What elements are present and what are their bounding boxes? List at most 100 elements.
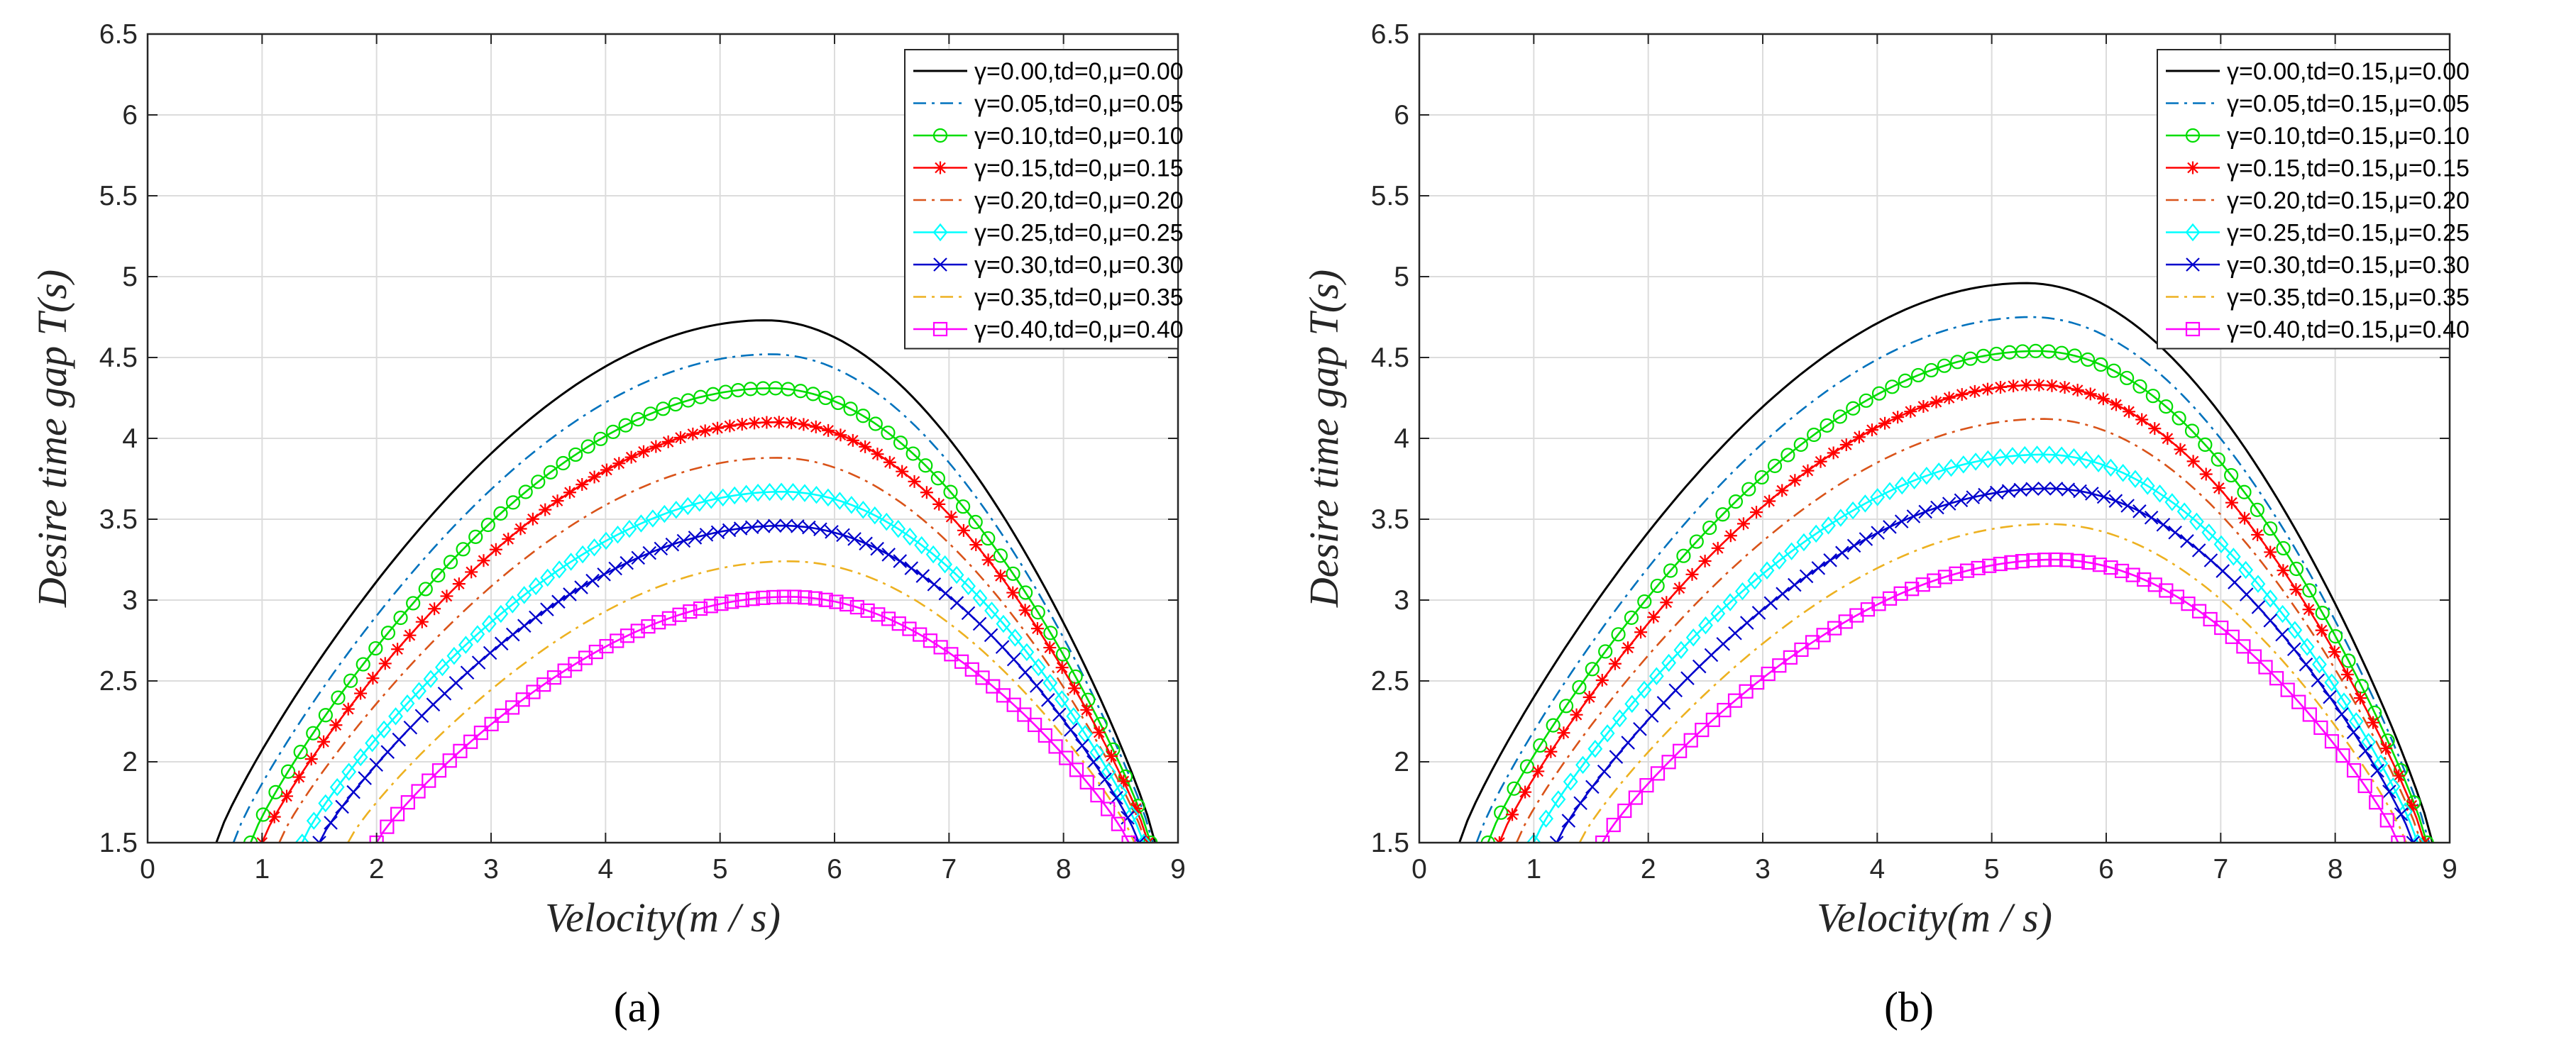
series-marker	[1865, 423, 1878, 437]
series-marker	[1098, 772, 1112, 787]
series-marker	[969, 538, 983, 552]
series-marker	[1006, 652, 1021, 667]
series-marker	[2026, 553, 2041, 568]
series-marker	[514, 522, 527, 536]
series-marker	[477, 554, 490, 567]
series-marker	[1727, 693, 1743, 708]
series-marker	[1821, 516, 1836, 535]
legend-entry: γ=0.00,td=0.15,μ=0.00	[2166, 58, 2470, 85]
series-marker	[1546, 718, 1561, 733]
series-marker	[893, 554, 908, 568]
series-marker	[1927, 573, 1942, 588]
series-marker	[612, 457, 626, 470]
series-marker	[867, 506, 883, 525]
series-marker	[680, 497, 695, 516]
series-marker	[295, 833, 310, 843]
series-group	[215, 319, 1158, 843]
series-marker	[458, 636, 473, 654]
series-path	[375, 596, 1130, 843]
series-line	[1515, 418, 2422, 843]
series-marker	[1030, 605, 1045, 620]
series-marker	[540, 602, 554, 616]
series-marker	[1092, 726, 1106, 739]
legend-entry: γ=0.40,td=0,μ=0.40	[913, 316, 1184, 343]
series-marker	[2132, 379, 2147, 394]
series-marker	[2392, 769, 2406, 782]
legend-entry: γ=0.35,td=0.15,μ=0.35	[2166, 284, 2470, 311]
series-marker	[418, 582, 433, 597]
series-marker	[605, 424, 621, 439]
series-marker	[631, 550, 646, 565]
legend-label: γ=0.35,td=0.15,μ=0.35	[2227, 284, 2470, 311]
y-tick-label: 5.5	[1371, 181, 1409, 211]
series-marker	[825, 525, 839, 539]
series-marker	[1724, 529, 1737, 543]
series-marker	[1549, 836, 1564, 843]
series-marker	[693, 601, 708, 616]
series-marker	[829, 594, 844, 609]
series-marker	[1942, 391, 1956, 404]
series-marker	[1606, 817, 1621, 833]
series-marker	[2225, 629, 2240, 644]
series-marker	[1968, 453, 1983, 471]
series-marker	[2017, 445, 2032, 465]
series-marker	[1043, 641, 1057, 655]
x-tick-label: 5	[712, 854, 728, 885]
series-marker	[703, 491, 719, 509]
series-marker	[1846, 401, 1861, 416]
series-marker	[1019, 643, 1035, 662]
series-marker	[543, 465, 558, 479]
legend-entry: γ=0.25,td=0.15,μ=0.25	[2166, 220, 2470, 247]
series-path	[1515, 418, 2422, 843]
series-marker	[996, 688, 1011, 703]
series-marker	[2286, 642, 2301, 657]
series-line	[1526, 445, 2426, 843]
series-marker	[836, 528, 850, 543]
series-marker	[2137, 572, 2152, 587]
series-marker	[785, 416, 798, 430]
series-marker	[1780, 448, 1795, 462]
series-marker	[1771, 551, 1787, 570]
series-marker	[1069, 763, 1084, 777]
series-marker	[1907, 471, 1922, 490]
series-marker	[2007, 379, 2020, 393]
series-marker	[665, 537, 680, 552]
series-marker	[2237, 484, 2252, 499]
series-marker	[840, 597, 854, 612]
series-marker	[2214, 620, 2229, 636]
series-marker	[526, 684, 541, 699]
series-marker	[756, 590, 771, 605]
series-marker	[756, 519, 771, 533]
series-marker	[515, 692, 530, 707]
series-marker	[686, 427, 700, 440]
series-marker	[1663, 563, 1678, 578]
series-marker	[849, 599, 864, 615]
series-marker	[818, 390, 833, 406]
series-marker	[1059, 750, 1074, 765]
series-marker	[843, 401, 858, 416]
series-marker	[2066, 448, 2081, 467]
panel-caption: (b)	[1884, 984, 1934, 1031]
series-marker	[896, 465, 909, 478]
series-marker	[1117, 775, 1130, 788]
series-marker	[809, 485, 824, 504]
series-marker	[2277, 564, 2290, 577]
legend-marker	[2185, 223, 2201, 242]
series-marker	[798, 590, 813, 605]
series-marker	[2280, 682, 2295, 697]
series-marker	[797, 484, 813, 502]
series-marker	[369, 758, 383, 772]
x-tick-label: 9	[1170, 854, 1186, 885]
series-marker	[820, 488, 836, 507]
series-marker	[643, 406, 658, 421]
series-marker	[1993, 556, 2008, 572]
series-marker	[949, 565, 964, 584]
series-marker	[1121, 835, 1136, 843]
legend-label: γ=0.05,td=0,μ=0.05	[974, 91, 1184, 118]
series-marker	[2109, 398, 2123, 411]
series-marker	[1918, 504, 1932, 519]
series-marker	[776, 589, 791, 604]
series-marker	[954, 654, 969, 669]
series-marker	[517, 586, 532, 604]
series-marker	[1519, 785, 1532, 799]
